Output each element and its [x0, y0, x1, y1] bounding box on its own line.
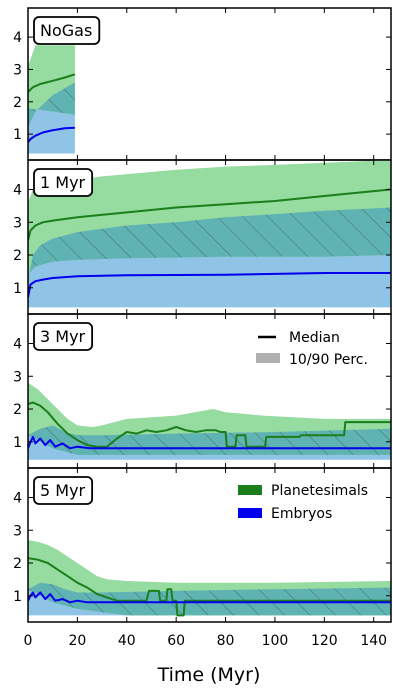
panel-frame: [27, 467, 392, 623]
panel-label: NoGas: [40, 21, 92, 40]
legend-statistics: Median 10/90 Perc.: [256, 330, 368, 368]
y-tick-label: 1: [13, 435, 22, 451]
legend-planetesimals-swatch: [238, 485, 262, 495]
y-tick-label: 1: [13, 589, 22, 605]
x-tick-label: 140: [360, 633, 387, 649]
y-tick-label: 4: [13, 336, 22, 352]
panel-label-box: [33, 168, 94, 197]
panel-label-box: [33, 16, 101, 45]
overlap-hatch: [28, 82, 75, 128]
plot-area: [28, 160, 391, 308]
panel-5-myr: 1 2 3 4 5 Myr: [13, 467, 392, 623]
panel-label: 3 Myr: [40, 327, 86, 346]
panel-3-myr: 1 2 3 4 3 Myr: [13, 313, 392, 469]
y-tick-label: 3: [13, 62, 22, 78]
plot-area: [28, 382, 391, 460]
y-tick-label: 1: [13, 281, 22, 297]
legend-median-label: Median: [289, 330, 340, 346]
y-tick-label: 4: [13, 490, 22, 506]
planetesimals-median-line: [28, 557, 391, 617]
embryos-median-line: [28, 435, 391, 450]
panel-label-box: [33, 476, 94, 505]
panel-label: 5 Myr: [40, 481, 86, 500]
overlap-hatch: [28, 582, 391, 616]
y-tick-label: 4: [13, 30, 22, 46]
planetesimals-median-line: [28, 73, 76, 93]
x-tick-label: 20: [68, 633, 86, 649]
legend-planetesimals-label: Planetesimals: [271, 483, 368, 499]
x-axis: 0 20 40 60 80 100 120 140: [24, 633, 388, 649]
x-tick-label: 80: [217, 633, 235, 649]
panels: 1 2 3 4 NoGas 1 2 3 4 1 Myr 1 2 3 4 3 Myr 1 2 3 4 5 Myr Medi…: [13, 7, 392, 623]
x-tick-label: 120: [311, 633, 338, 649]
planetesimals-median-line: [28, 188, 391, 241]
embryos-median-line: [28, 126, 75, 143]
y-tick-label: 2: [13, 95, 22, 111]
legend-percentile-label: 10/90 Perc.: [289, 352, 368, 368]
x-tick-label: 40: [118, 633, 136, 649]
overlap-hatch: [28, 207, 391, 282]
y-tick-label: 3: [13, 523, 22, 539]
plot-area: [28, 45, 76, 154]
x-axis-label: Time (Myr): [157, 664, 261, 686]
legend-species: Planetesimals Embryos: [238, 483, 368, 522]
y-tick-label: 2: [13, 402, 22, 418]
panel-1-myr: 1 2 3 4 1 Myr: [13, 159, 392, 315]
planetesimals-median-line: [28, 401, 391, 448]
y-tick-label: 4: [13, 182, 22, 198]
panel-label: 1 Myr: [40, 173, 86, 192]
x-tick-label: 100: [262, 633, 289, 649]
x-tick-label: 60: [167, 633, 185, 649]
y-tick-label: 1: [13, 127, 22, 143]
panel-label-box: [33, 322, 94, 351]
embryos-median-line: [28, 591, 391, 604]
legend-embryos-swatch: [238, 508, 262, 518]
panel-nogas: 1 2 3 4 NoGas: [13, 7, 392, 161]
legend-percentile-swatch: [256, 353, 280, 363]
y-tick-label: 3: [13, 215, 22, 231]
legend-embryos-label: Embryos: [271, 506, 332, 522]
y-tick-label: 3: [13, 369, 22, 385]
plot-area: [28, 540, 391, 617]
x-tick-label: 0: [24, 633, 33, 649]
y-tick-label: 2: [13, 556, 22, 572]
y-tick-label: 2: [13, 248, 22, 264]
embryos-median-line: [28, 272, 391, 298]
